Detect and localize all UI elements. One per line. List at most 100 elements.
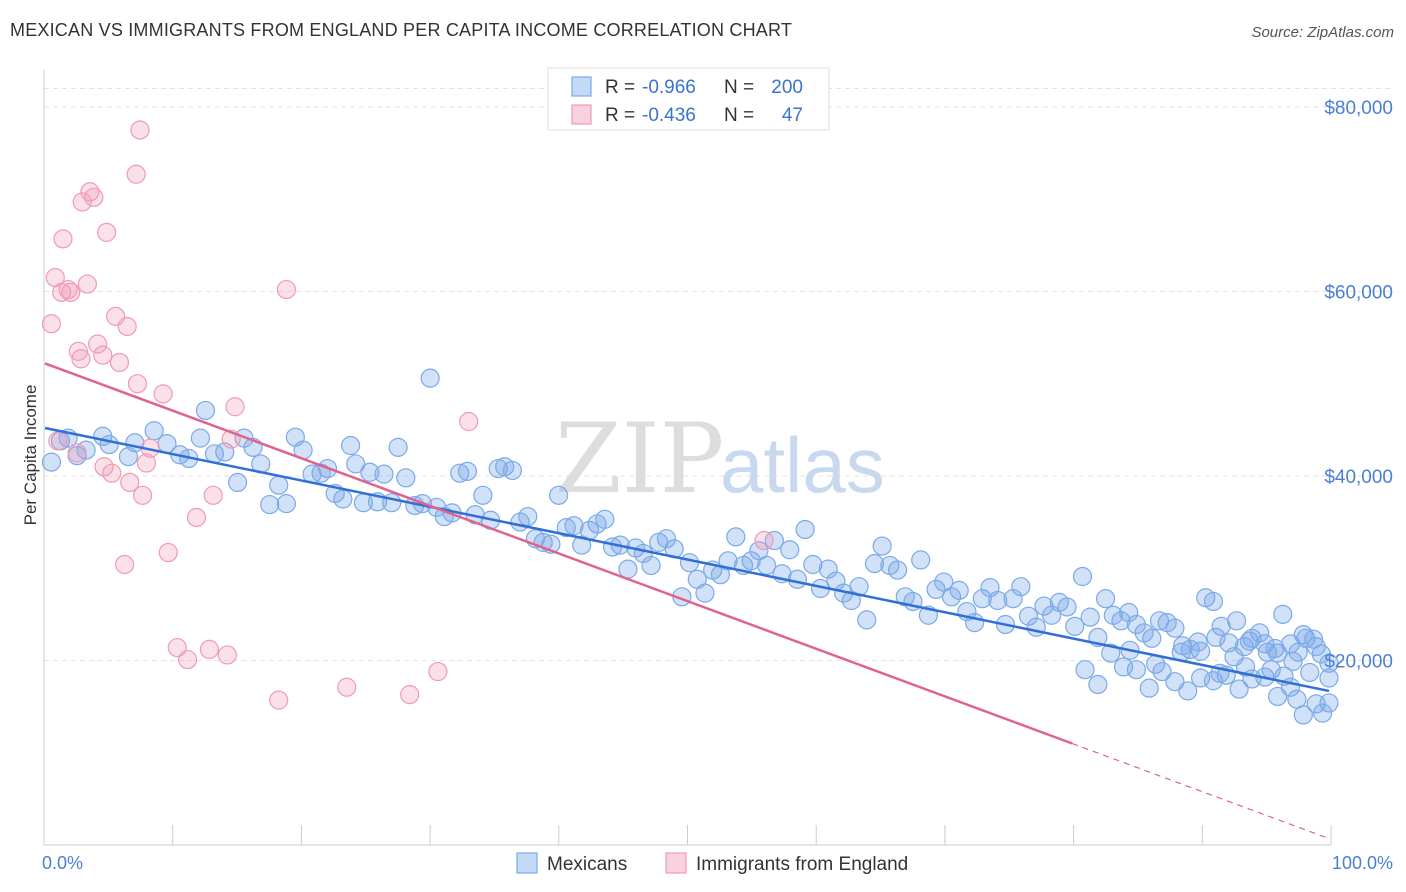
mexicans-point: [887, 560, 908, 580]
mexicans-point: [346, 454, 366, 474]
mexicans-point: [656, 529, 677, 549]
series-legend-label: Mexicans: [547, 854, 627, 875]
mexicans-point: [41, 452, 62, 472]
mexicans-point: [1319, 668, 1339, 688]
mexicans-point: [518, 506, 538, 527]
england-trend-line-extension: [1071, 742, 1330, 840]
legend-r-label: R =: [605, 105, 635, 126]
y-tick-label: $20,000: [1324, 651, 1393, 672]
mexicans-point: [787, 569, 808, 589]
mexicans-point: [1283, 651, 1303, 671]
england-point: [754, 530, 774, 551]
england-point: [136, 453, 157, 473]
mexicans-point: [911, 550, 931, 570]
england-point: [203, 485, 223, 505]
england-point: [459, 411, 479, 432]
mexicans-point: [269, 475, 289, 495]
mexicans-point: [488, 458, 508, 479]
mexicans-point: [564, 516, 584, 536]
mexicans-point: [757, 555, 777, 576]
data-points: [41, 120, 1339, 725]
mexicans-point: [1126, 660, 1147, 680]
mexicans-point: [548, 485, 569, 505]
england-trend-line: [44, 362, 1073, 745]
legend-n-value: 47: [782, 105, 803, 126]
mexicans-point: [1293, 625, 1313, 645]
mexicans-point: [572, 535, 592, 555]
y-tick-label: $80,000: [1324, 98, 1393, 119]
mexicans-point: [1018, 606, 1039, 626]
england-point: [102, 463, 122, 483]
series-legend-label: Immigrants from England: [696, 854, 908, 875]
mexicans-point: [228, 472, 248, 493]
mexicans-point: [695, 583, 715, 603]
mexicans-point: [618, 559, 638, 579]
england-point: [400, 685, 420, 705]
england-point: [337, 677, 357, 697]
mexicans-point: [1306, 637, 1326, 657]
mexicans-point: [679, 553, 700, 573]
source-label: Source: ZipAtlas.com: [1251, 24, 1394, 41]
mexicans-point: [780, 540, 800, 560]
mexicans-point: [1152, 661, 1172, 682]
mexicans-point: [872, 536, 892, 556]
mexicans-point: [1296, 628, 1316, 648]
mexicans-point: [764, 530, 784, 551]
stats-legend: R = -0.966 N = 200 R = -0.436 N = 47: [547, 67, 830, 131]
england-point: [53, 229, 73, 249]
mexicans-point: [1239, 631, 1259, 651]
mexicans-point: [276, 494, 296, 514]
england-point: [71, 349, 91, 369]
mexicans-point: [473, 485, 493, 505]
mexicans-point: [1250, 623, 1270, 643]
mexicans-point: [1190, 641, 1211, 661]
mexicans-point: [1057, 597, 1077, 617]
mexicans-point: [988, 590, 1008, 611]
legend-n-label: N =: [724, 77, 754, 98]
y-tick-label: $60,000: [1324, 282, 1393, 303]
legend-swatch: [571, 76, 592, 97]
mexicans-point: [1011, 577, 1031, 597]
mexicans-point: [1139, 678, 1159, 698]
x-tick-label: 100.0%: [1332, 853, 1393, 873]
trend-lines: [44, 362, 1330, 840]
england-point: [84, 187, 104, 207]
mexicans-point: [190, 428, 210, 448]
x-tick-label: 0.0%: [42, 853, 83, 873]
mexicans-point: [795, 519, 815, 540]
england-point: [158, 542, 178, 563]
mexicans-point: [949, 580, 969, 600]
mexicans-point: [502, 460, 522, 481]
mexicans-point: [741, 551, 761, 571]
england-point: [120, 472, 140, 493]
watermark: ZIP atlas: [555, 403, 885, 515]
mexicans-point: [260, 494, 280, 515]
mexicans-point: [450, 463, 470, 483]
mexicans-point: [1319, 693, 1339, 713]
mexicans-point: [1226, 611, 1247, 631]
series-legend: Mexicans Immigrants from England: [516, 852, 908, 875]
england-point: [177, 649, 198, 670]
chart-title: MEXICAN VS IMMIGRANTS FROM ENGLAND PER C…: [10, 20, 793, 40]
mexicans-point: [99, 434, 119, 455]
mexicans-point: [195, 400, 216, 421]
mexicans-point: [595, 509, 615, 529]
mexicans-point: [1088, 674, 1108, 695]
england-point: [428, 661, 448, 682]
mexicans-point: [749, 541, 769, 561]
mexicans-point: [1111, 611, 1131, 631]
mexicans-point: [340, 435, 361, 456]
england-point: [115, 554, 135, 575]
mexicans-point: [1075, 660, 1095, 680]
mexicans-point: [1312, 703, 1333, 723]
legend-n-value: 200: [771, 77, 803, 98]
mexicans-point: [1080, 607, 1100, 627]
mexicans-point: [556, 518, 576, 538]
mexicans-point: [1003, 589, 1023, 609]
england-point: [126, 164, 146, 184]
mexicans-point: [1273, 604, 1293, 624]
mexicans-point: [1095, 589, 1116, 609]
y-axis-label: Per Capita Income: [21, 385, 40, 526]
x-tick-labels: 0.0% 100.0%: [42, 853, 1393, 873]
